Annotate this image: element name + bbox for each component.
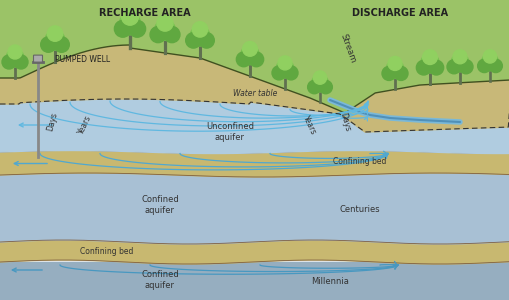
Circle shape bbox=[121, 8, 138, 25]
Circle shape bbox=[420, 54, 439, 73]
Circle shape bbox=[422, 50, 437, 64]
Circle shape bbox=[54, 37, 69, 52]
Text: Stream: Stream bbox=[338, 32, 357, 64]
Circle shape bbox=[199, 33, 214, 48]
Circle shape bbox=[242, 41, 257, 56]
Polygon shape bbox=[0, 0, 509, 113]
Text: Confined
aquifer: Confined aquifer bbox=[141, 195, 179, 215]
Circle shape bbox=[428, 60, 443, 75]
Circle shape bbox=[387, 56, 401, 70]
Polygon shape bbox=[0, 0, 509, 113]
Circle shape bbox=[385, 60, 403, 78]
Circle shape bbox=[275, 60, 293, 78]
Text: Centuries: Centuries bbox=[339, 206, 380, 214]
Circle shape bbox=[277, 56, 292, 70]
Circle shape bbox=[236, 52, 250, 67]
Circle shape bbox=[185, 33, 201, 48]
Circle shape bbox=[154, 20, 175, 40]
Text: DISCHARGE AREA: DISCHARGE AREA bbox=[351, 8, 447, 18]
Text: Confined
aquifer: Confined aquifer bbox=[141, 270, 179, 290]
Circle shape bbox=[480, 54, 498, 71]
Circle shape bbox=[150, 27, 166, 43]
Circle shape bbox=[488, 59, 501, 73]
Text: RECHARGE AREA: RECHARGE AREA bbox=[99, 8, 190, 18]
Circle shape bbox=[2, 55, 16, 69]
Circle shape bbox=[157, 15, 173, 31]
Text: Millennia: Millennia bbox=[310, 278, 348, 286]
Text: Confining bed: Confining bed bbox=[333, 158, 386, 166]
Circle shape bbox=[415, 60, 430, 75]
Circle shape bbox=[319, 80, 332, 94]
Circle shape bbox=[452, 50, 466, 64]
Circle shape bbox=[129, 20, 145, 37]
Circle shape bbox=[114, 20, 131, 37]
Circle shape bbox=[393, 66, 407, 80]
Circle shape bbox=[311, 75, 328, 92]
Text: PUMPED WELL: PUMPED WELL bbox=[55, 56, 110, 64]
Text: Unconfined
aquifer: Unconfined aquifer bbox=[206, 122, 253, 142]
Circle shape bbox=[240, 46, 259, 64]
Circle shape bbox=[313, 71, 326, 84]
Circle shape bbox=[45, 30, 65, 50]
Circle shape bbox=[284, 66, 297, 80]
Circle shape bbox=[271, 66, 286, 80]
Circle shape bbox=[483, 50, 496, 63]
Circle shape bbox=[6, 49, 24, 67]
Text: Confining bed: Confining bed bbox=[80, 248, 133, 256]
Circle shape bbox=[8, 45, 22, 59]
Circle shape bbox=[41, 37, 56, 52]
Circle shape bbox=[163, 27, 180, 43]
Circle shape bbox=[14, 55, 28, 69]
Circle shape bbox=[477, 59, 490, 73]
Circle shape bbox=[119, 13, 140, 35]
Text: Days: Days bbox=[337, 112, 351, 132]
Circle shape bbox=[248, 52, 263, 67]
Circle shape bbox=[450, 54, 468, 72]
Circle shape bbox=[192, 22, 207, 37]
Circle shape bbox=[446, 60, 460, 74]
Circle shape bbox=[381, 66, 395, 80]
Circle shape bbox=[190, 26, 210, 46]
Text: Water table: Water table bbox=[232, 89, 277, 98]
Text: Years: Years bbox=[76, 114, 93, 136]
Text: Years: Years bbox=[301, 114, 318, 136]
Circle shape bbox=[307, 80, 320, 94]
FancyBboxPatch shape bbox=[34, 55, 42, 62]
Circle shape bbox=[458, 60, 472, 74]
Circle shape bbox=[47, 26, 63, 41]
Text: Days: Days bbox=[45, 112, 59, 132]
